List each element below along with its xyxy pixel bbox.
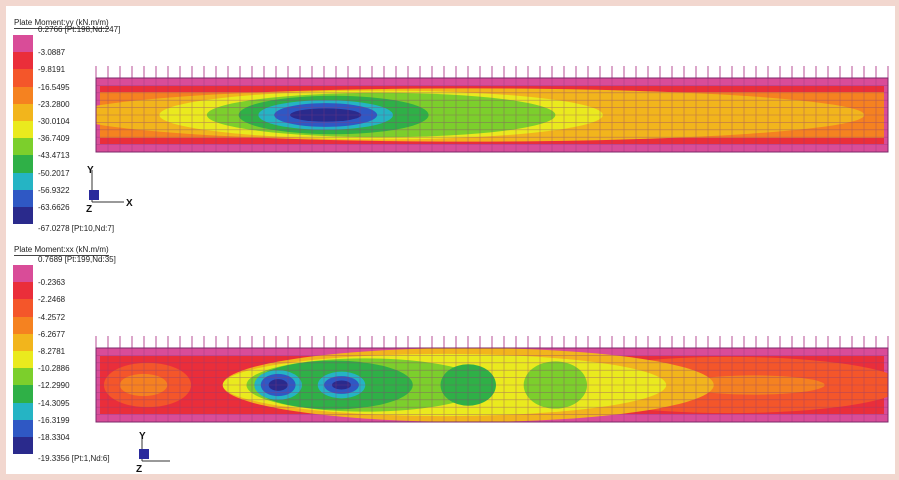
legend-swatch: [13, 368, 33, 386]
legend-level-label: -9.8191: [38, 65, 66, 75]
contour-plot: [95, 66, 889, 153]
legend-swatch: [13, 333, 33, 351]
legend-level-label: -36.7409: [38, 134, 70, 144]
legend-swatch: [13, 155, 33, 173]
legend-level-label: -0.2363: [38, 278, 66, 288]
legend-swatch: [13, 103, 33, 121]
y-axis-label: Y: [87, 165, 94, 176]
legend-color-bar: [13, 265, 33, 455]
legend-level-label: -6.2677: [38, 329, 66, 339]
plate-outline: [95, 347, 889, 423]
y-axis-label: Y: [139, 431, 146, 442]
plate-moment-xx-panel: Plate Moment:xx (kN.m/m) 0.7689 [Pt:199,…: [6, 244, 895, 474]
legend-swatch: [13, 265, 33, 283]
legend-level-label: -43.4713: [38, 151, 70, 161]
legend-level-label: -23.2800: [38, 99, 70, 109]
legend-level-label: -10.2886: [38, 364, 70, 374]
legend-swatch: [13, 402, 33, 420]
axis-triad: Y Z X: [86, 165, 133, 214]
legend-swatch: [13, 299, 33, 317]
legend-min-label: -19.3356 [Pt:1,Nd:6]: [38, 454, 110, 463]
legend-swatch: [13, 282, 33, 300]
z-axis-label: Z: [86, 204, 92, 214]
plate-outline: [95, 77, 889, 153]
legend-swatch: [13, 350, 33, 369]
support-posts: [95, 336, 889, 348]
legend-level-label: -2.2468: [38, 295, 66, 305]
legend-swatch: [13, 69, 33, 87]
legend-swatch: [13, 385, 33, 403]
legend-swatch: [13, 120, 33, 139]
legend-color-bar: [13, 35, 33, 225]
legend-level-label: -18.3304: [38, 433, 70, 442]
legend-level-label: -56.9322: [38, 185, 70, 195]
legend-level-label: -50.2017: [38, 168, 70, 178]
legend-swatch: [13, 189, 33, 207]
results-window: Plate Moment:yy (kN.m/m) 0.2766 [Pt:198,…: [6, 6, 895, 474]
legend-level-label: -4.2572: [38, 312, 66, 322]
axis-triad: Y Z: [136, 431, 170, 474]
legend-level-label: -8.2781: [38, 347, 66, 356]
legend-level-label: -3.0887: [38, 48, 66, 58]
legend-swatch: [13, 138, 33, 156]
legend-level-label: -16.3199: [38, 415, 70, 425]
chart-title: Plate Moment:yy (kN.m/m): [14, 18, 109, 29]
legend-swatch: [13, 206, 33, 225]
support-posts: [95, 66, 889, 78]
z-axis-label: Z: [136, 464, 142, 474]
legend-level-label: -12.2990: [38, 381, 70, 391]
legend-swatch: [13, 86, 33, 104]
contour-plot: [95, 336, 889, 423]
x-axis-label: X: [126, 198, 133, 209]
legend-swatch: [13, 316, 33, 334]
legend-min-label: -67.0278 [Pt:10,Nd:7]: [38, 224, 115, 233]
legend-level-label: -14.3095: [38, 398, 70, 408]
chart-title: Plate Moment:xx (kN.m/m): [14, 245, 109, 256]
plate-moment-yy-panel: Plate Moment:yy (kN.m/m) 0.2766 [Pt:198,…: [6, 6, 895, 242]
legend-max-label: 0.2766 [Pt:198,Nd:247]: [38, 25, 121, 34]
legend-level-label: -30.0104: [38, 117, 70, 126]
legend-swatch: [13, 35, 33, 53]
legend-level-label: -16.5495: [38, 82, 70, 92]
legend-swatch: [13, 52, 33, 70]
legend-swatch: [13, 172, 33, 190]
legend-swatch: [13, 436, 33, 455]
legend-swatch: [13, 419, 33, 437]
legend-level-label: -63.6626: [38, 203, 70, 212]
legend-max-label: 0.7689 [Pt:199,Nd:35]: [38, 255, 116, 264]
